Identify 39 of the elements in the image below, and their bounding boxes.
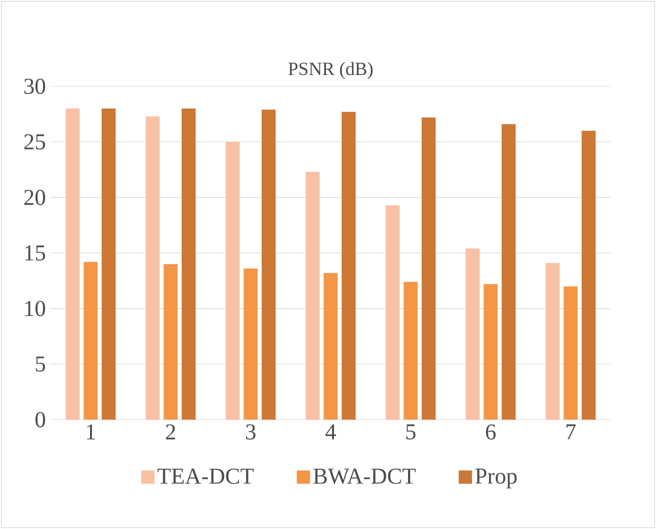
- x-tick-label: 6: [486, 424, 496, 440]
- bar: [404, 282, 418, 420]
- bar: [422, 117, 436, 420]
- bar: [546, 263, 560, 420]
- x-tick-label: 1: [86, 424, 95, 440]
- legend-label: BWA-DCT: [313, 468, 416, 484]
- bar: [66, 108, 80, 420]
- y-tick-label: 30: [24, 78, 46, 94]
- x-tick-label: 4: [325, 424, 336, 440]
- x-tick-label: 3: [246, 424, 256, 440]
- bar: [502, 124, 516, 420]
- legend-label: Prop: [475, 468, 517, 488]
- bar: [564, 286, 578, 420]
- legend-label: TEA-DCT: [158, 468, 254, 484]
- bar: [582, 130, 596, 420]
- bar: [182, 108, 196, 420]
- y-tick-label: 0: [35, 412, 46, 428]
- bar: [84, 262, 98, 420]
- y-tick-label: 10: [25, 300, 46, 316]
- bar: [484, 284, 498, 420]
- x-tick-label: 2: [166, 424, 176, 440]
- bar: [244, 268, 258, 420]
- bar: [102, 108, 116, 420]
- y-tick-label: 15: [25, 245, 46, 261]
- bar: [262, 110, 276, 420]
- bar: [306, 172, 320, 420]
- y-tick-label: 5: [36, 356, 46, 372]
- bar: [146, 116, 160, 420]
- x-tick-label: 7: [566, 424, 576, 440]
- bar: [324, 273, 338, 420]
- y-tick-label: 20: [24, 190, 46, 206]
- chart-title: PSNR (dB): [288, 62, 373, 79]
- y-tick-label: 25: [24, 134, 46, 150]
- bar: [466, 248, 480, 420]
- bar: [164, 264, 178, 420]
- bar: [226, 142, 240, 420]
- x-tick-label: 5: [406, 424, 416, 440]
- bar: [342, 112, 356, 420]
- bar: [386, 205, 400, 420]
